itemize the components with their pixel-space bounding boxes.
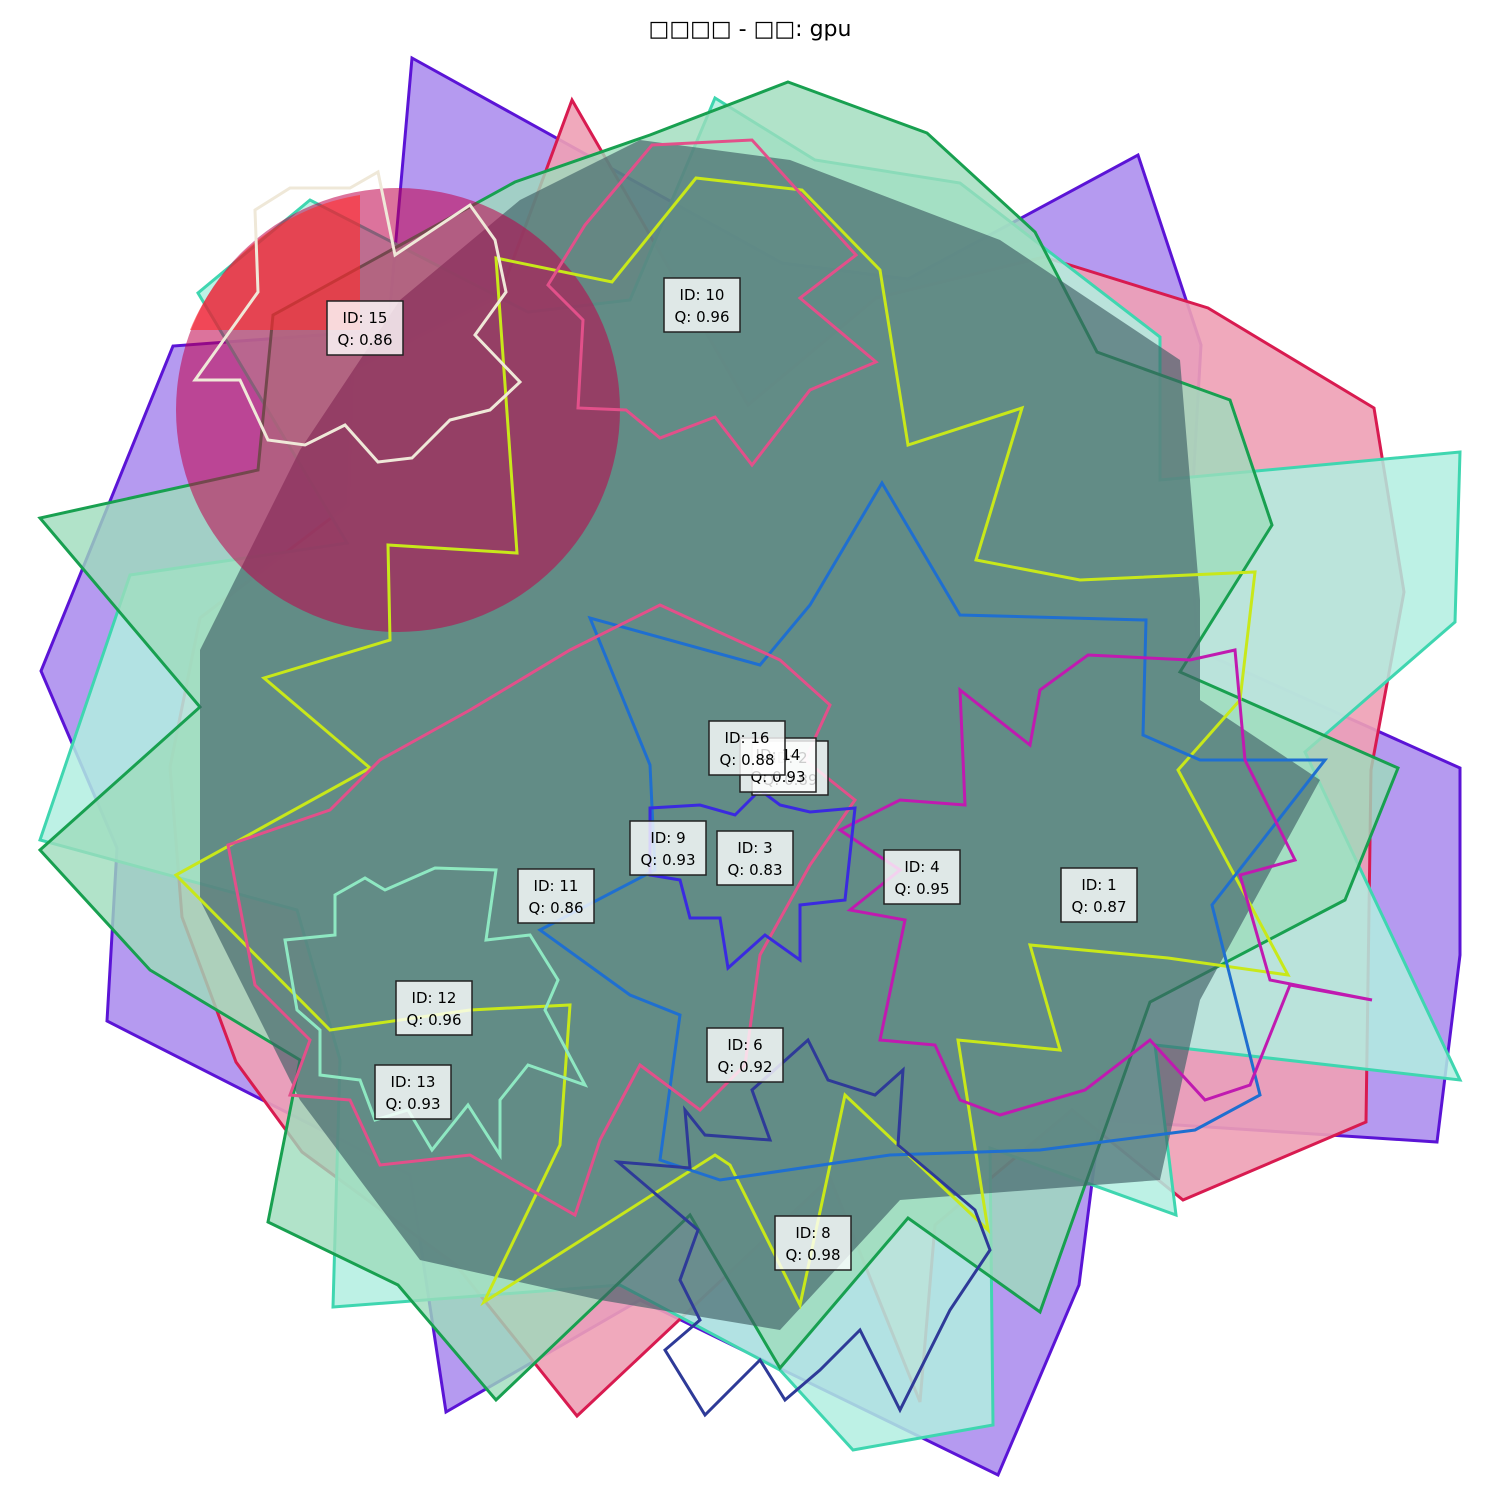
label-q: Q: 0.96 — [406, 1011, 461, 1029]
label-box — [517, 868, 595, 924]
label-q: Q: 0.93 — [640, 851, 695, 869]
label-q: Q: 0.92 — [717, 1058, 772, 1076]
label-id: ID: 9 — [650, 829, 685, 847]
label-box — [395, 980, 473, 1036]
label-q: Q: 0.88 — [719, 751, 774, 769]
label-q: Q: 0.98 — [785, 1246, 840, 1264]
label-id: ID: 13 — [391, 1073, 436, 1091]
label-box — [1060, 867, 1138, 923]
label-box — [374, 1064, 452, 1120]
outline-blue — [537, 480, 1329, 1182]
outline-violet-blue — [648, 788, 857, 971]
label-box — [326, 300, 404, 356]
label-id: ID: 6 — [727, 1036, 762, 1054]
outline-mint — [283, 866, 589, 1161]
label-id: ID: 12 — [412, 989, 457, 1007]
label-box — [706, 1027, 784, 1083]
label-q: Q: 0.95 — [894, 880, 949, 898]
label-q: Q: 0.83 — [727, 861, 782, 879]
label-box — [716, 830, 794, 886]
label-q: Q: 0.86 — [337, 331, 392, 349]
outline-magenta — [837, 648, 1373, 1117]
outline-cream — [192, 169, 523, 464]
label-id: ID: 4 — [904, 858, 939, 876]
outline-navy — [613, 1037, 992, 1418]
outline-lime — [173, 176, 1291, 1310]
label-q: Q: 0.86 — [528, 899, 583, 917]
image-red-edge — [190, 195, 360, 330]
label-id: ID: 15 — [343, 309, 388, 327]
label-id: ID: 1 — [1081, 876, 1116, 894]
label-q: Q: 0.93 — [385, 1095, 440, 1113]
label-box — [629, 820, 707, 876]
label-id: ID: 16 — [725, 729, 770, 747]
label-id: ID: 3 — [737, 839, 772, 857]
label-box — [883, 849, 961, 905]
outline-rose — [546, 138, 879, 468]
outline-rose-2 — [226, 603, 858, 1218]
title: □□□□ - □□: gpu — [649, 17, 852, 42]
label-id: ID: 11 — [534, 877, 579, 895]
label-id: ID: 8 — [795, 1224, 830, 1242]
label-box — [774, 1215, 852, 1271]
label-q: Q: 0.96 — [674, 308, 729, 326]
label-box — [708, 720, 786, 776]
label-q: Q: 0.87 — [1071, 898, 1126, 916]
label-id: ID: 10 — [680, 286, 725, 304]
label-box — [663, 277, 741, 333]
